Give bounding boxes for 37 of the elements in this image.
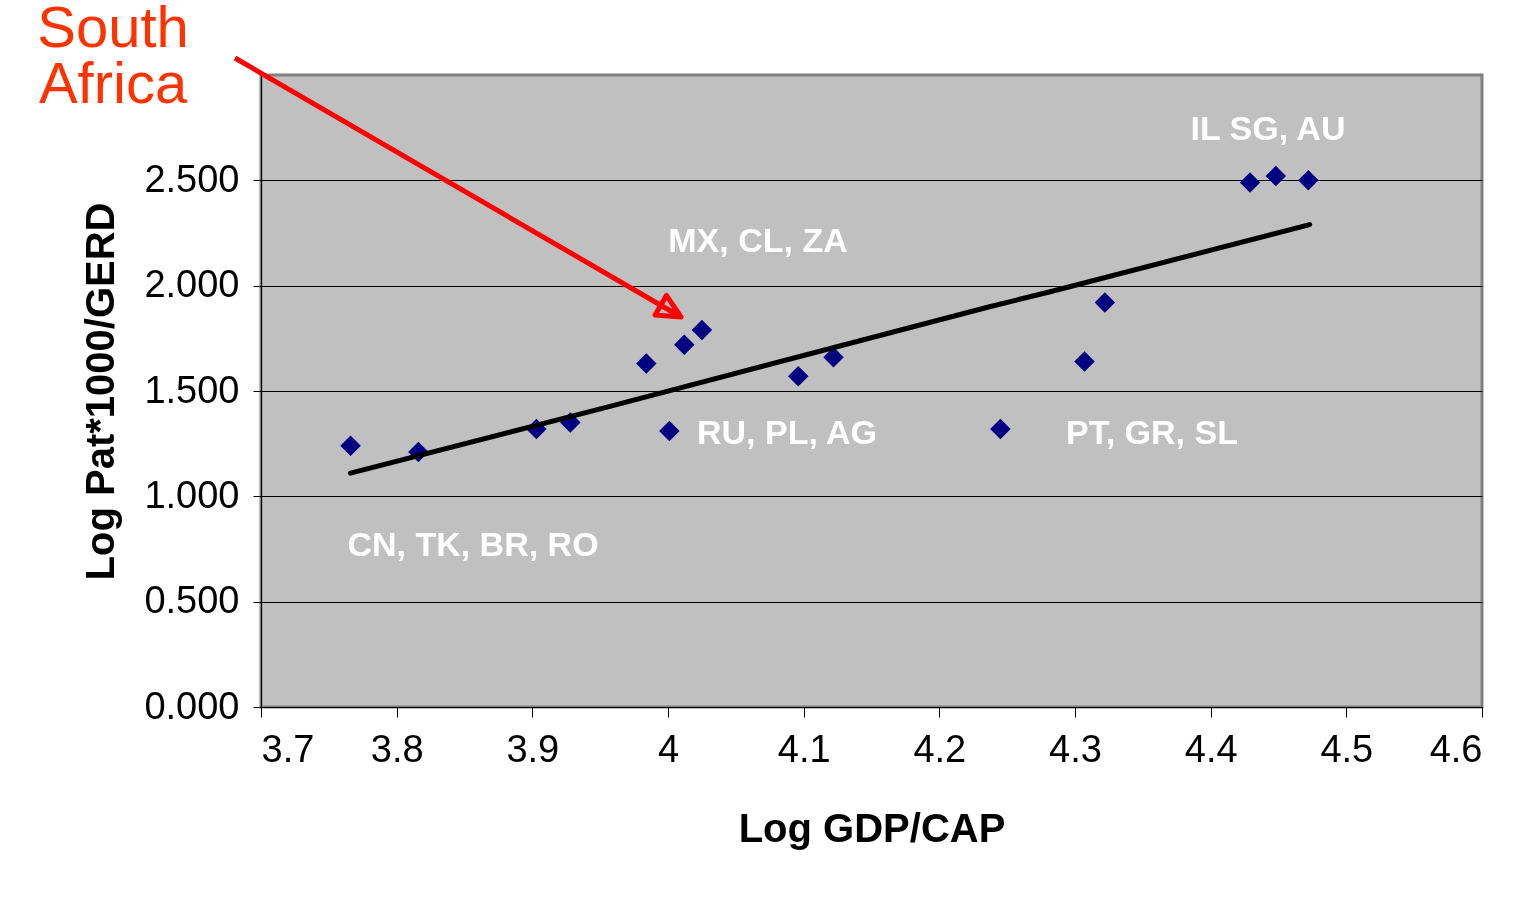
annotation: CN, TK, BR, RO <box>347 525 599 563</box>
point <box>823 347 844 368</box>
x-tick-label: 4.5 <box>1320 727 1374 770</box>
y-tick-label: 1.500 <box>144 368 240 411</box>
point <box>1074 351 1095 372</box>
x-tick-label: 4.4 <box>1184 727 1238 770</box>
annotation: RU, PL, AG <box>696 413 878 451</box>
x-tick-label: 4 <box>657 727 680 770</box>
x-tick-label: 3.9 <box>506 727 560 770</box>
point <box>787 366 809 387</box>
x-tick-label: 4.3 <box>1049 727 1102 770</box>
text: South Africa <box>37 0 189 115</box>
x-tick-label: 4.6 <box>1429 727 1483 770</box>
point <box>659 420 680 442</box>
y-tick-label: 2.500 <box>144 157 240 200</box>
y-axis-title: Log Pat*1000/GERD <box>78 202 123 581</box>
annotation: PT, GR, SL <box>1066 413 1238 451</box>
point <box>674 334 695 355</box>
y-tick-label: 2.000 <box>144 263 240 306</box>
y-tick-label: 0.500 <box>144 579 240 622</box>
point <box>340 435 361 457</box>
point <box>691 319 713 341</box>
point <box>1094 292 1116 313</box>
x-tick-label: 3.8 <box>370 727 424 770</box>
point <box>1239 172 1261 193</box>
point <box>990 418 1011 440</box>
x-tick-label: 4.2 <box>913 727 967 770</box>
point <box>636 353 657 374</box>
annotation: IL SG, AU <box>1190 109 1346 147</box>
x-tick-label: 3.7 <box>261 727 315 770</box>
point <box>1265 165 1287 187</box>
x-axis-title: Log GDP/CAP <box>738 805 1006 850</box>
y-tick-label: 1.000 <box>144 473 240 516</box>
x-tick-label: 4.1 <box>777 727 831 770</box>
y-tick-label: 0.000 <box>144 684 240 727</box>
point <box>1298 170 1319 191</box>
annotation: MX, CL, ZA <box>668 221 848 259</box>
